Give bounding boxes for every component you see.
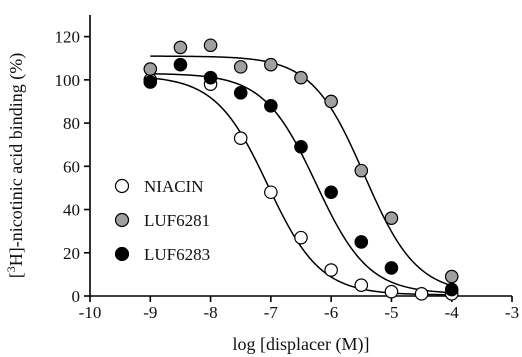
x-tick-label: -3 [505,303,519,322]
y-axis-title: [3H]-nicotinic acid binding (%) [4,53,27,278]
legend: NIACIN LUF6281 LUF6283 [114,177,210,264]
data-point-niacin [294,230,308,245]
data-point-luf6281 [173,40,188,55]
x-tick-label: -7 [264,303,279,322]
data-point-niacin [233,131,248,146]
y-tick-label: 40 [63,201,80,220]
fit-curve-niacin [150,77,452,296]
x-tick-label: -10 [79,303,102,322]
y-axis-title-prefix: [ [6,272,26,278]
data-point-luf6283 [143,75,158,89]
data-point-luf6281 [384,211,399,225]
data-point-luf6283 [384,261,399,275]
data-point-luf6281 [444,269,459,284]
data-point-niacin [384,284,399,299]
y-tick-label: 80 [63,114,80,133]
data-point-luf6283 [173,57,188,72]
data-point-luf6281 [233,60,248,74]
ticks: -10 -9 -8 -7 -6 -5 -4 -3 0 20 40 60 80 100 120 [55,28,520,322]
legend-marker-luf6283 [114,246,130,262]
y-tick-label: 100 [55,71,81,90]
data-point-niacin [354,278,369,292]
data-point-luf6281 [354,163,369,178]
data-point-luf6283 [324,185,338,200]
data-point-niacin [324,263,338,277]
data-point-luf6281 [324,94,338,109]
legend-marker-niacin [114,178,130,194]
y-axis-title-superscript: 3 [4,266,18,272]
x-tick-label: -5 [384,303,398,322]
data-point-luf6281 [294,70,308,85]
legend-label-luf6283: LUF6283 [144,245,210,264]
data-point-luf6281 [143,62,158,76]
data-point-niacin [264,185,278,200]
legend-label-luf6281: LUF6281 [144,211,210,230]
data-point-luf6283 [264,98,278,113]
y-tick-label: 20 [63,244,80,263]
data-points [143,38,459,301]
y-tick-label: 60 [63,157,80,176]
data-point-luf6281 [203,38,218,53]
data-point-luf6283 [294,140,308,154]
y-tick-label: 0 [72,287,81,306]
x-tick-label: -4 [445,303,460,322]
data-point-luf6283 [203,70,218,85]
data-point-luf6281 [264,57,278,72]
x-tick-label: -9 [143,303,157,322]
data-point-luf6283 [354,235,369,249]
y-axis-title-suffix: H]-nicotinic acid binding (%) [6,53,27,266]
legend-label-niacin: NIACIN [144,177,204,196]
x-tick-label: -8 [203,303,217,322]
data-point-niacin [414,287,429,301]
x-axis-title: log [displacer (M)] [233,334,370,355]
data-point-luf6283 [233,86,248,100]
data-point-luf6283 [444,282,459,297]
legend-marker-luf6281 [114,212,130,228]
y-tick-label: 120 [55,28,81,47]
x-tick-label: -6 [324,303,338,322]
